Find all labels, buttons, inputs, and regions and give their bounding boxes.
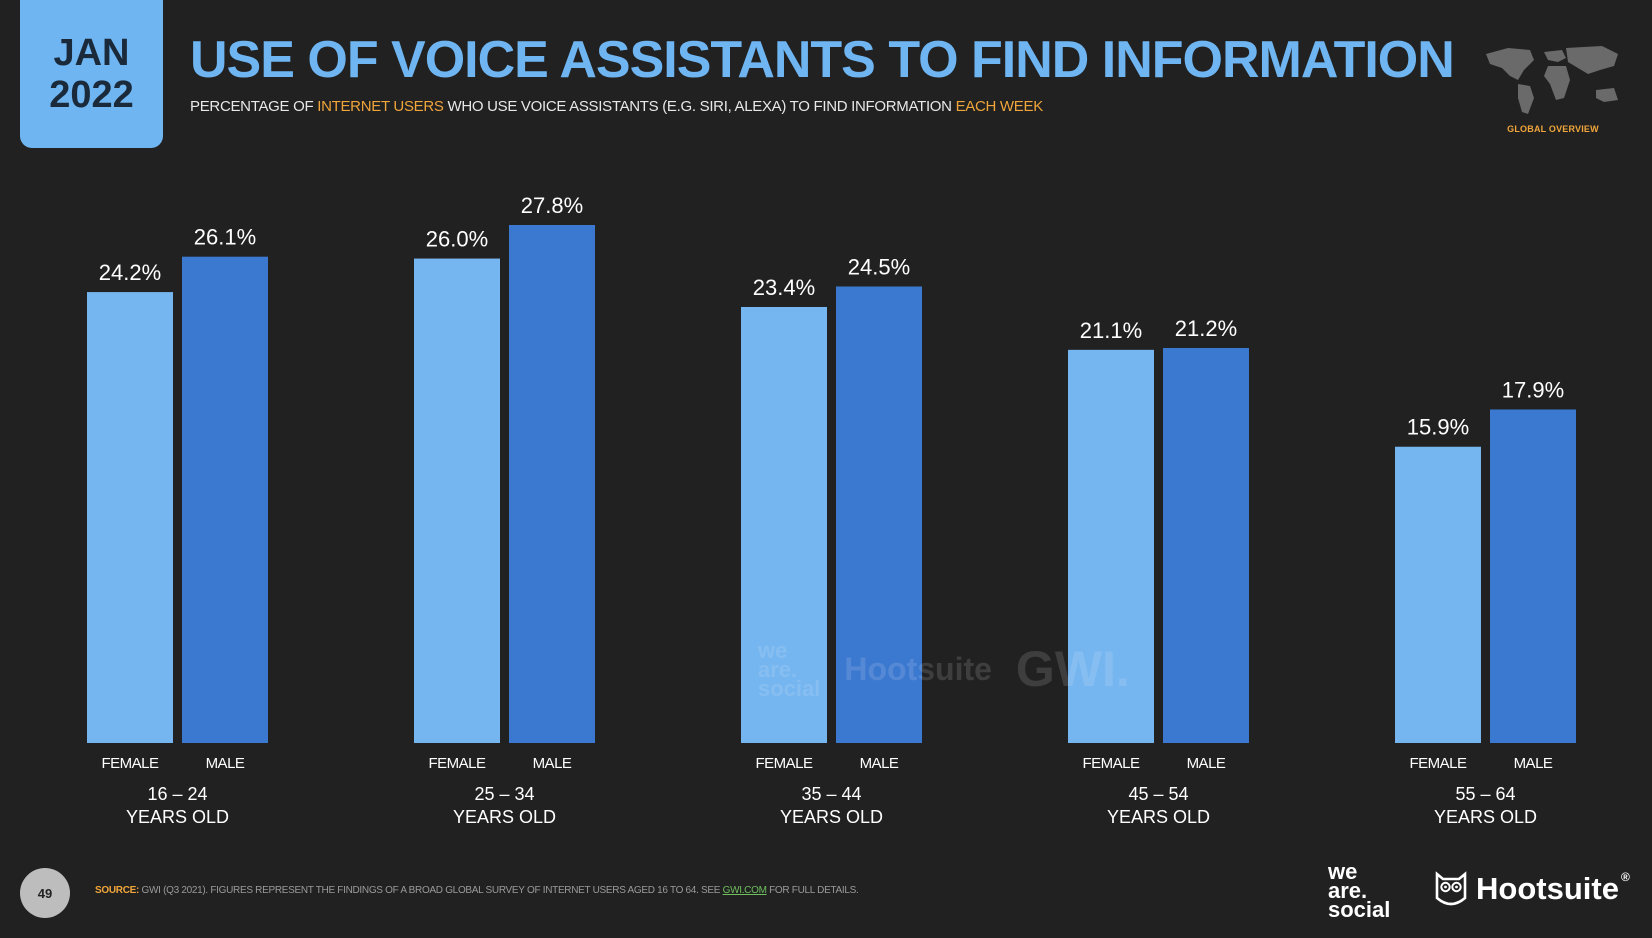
gender-label-male-3: MALE	[860, 755, 899, 772]
gender-label-female-2: FEMALE	[428, 755, 486, 772]
subtitle-part2: WHO USE VOICE ASSISTANTS (E.G. SIRI, ALE…	[443, 98, 956, 115]
bar-male-1	[182, 256, 268, 743]
age-group-suffix-4: YEARS OLD	[1107, 807, 1210, 827]
date-badge: JAN 2022	[20, 0, 163, 148]
age-group-suffix-2: YEARS OLD	[453, 807, 556, 827]
bar-male-4	[1163, 347, 1249, 743]
subtitle-highlight-each-week: EACH WEEK	[955, 98, 1044, 115]
source-note: SOURCE: GWI (Q3 2021). FIGURES REPRESENT…	[95, 885, 859, 896]
bar-male-5	[1490, 409, 1576, 743]
bar-female-4	[1068, 349, 1154, 743]
bar-female-3	[741, 306, 827, 743]
data-label-female-5: 15.9%	[1407, 415, 1469, 440]
map-caption: GLOBAL OVERVIEW	[1507, 124, 1599, 134]
registered-mark: ®	[1620, 870, 1630, 884]
date-year: 2022	[49, 74, 134, 116]
bar-male-2	[509, 225, 595, 743]
data-label-female-4: 21.1%	[1080, 318, 1142, 343]
age-group-label-1: 16 – 24	[147, 784, 207, 804]
data-label-female-1: 24.2%	[99, 260, 161, 285]
data-label-female-2: 26.0%	[426, 227, 488, 252]
data-label-male-5: 17.9%	[1502, 377, 1564, 402]
data-label-male-2: 27.8%	[521, 193, 583, 218]
gender-label-female-3: FEMALE	[755, 755, 813, 772]
age-group-label-3: 35 – 44	[801, 784, 861, 804]
source-end: FOR FULL DETAILS.	[766, 885, 859, 896]
bar-female-2	[414, 258, 500, 743]
gender-label-female-5: FEMALE	[1409, 755, 1467, 772]
subtitle-highlight-internet-users: INTERNET USERS	[317, 98, 444, 115]
bar-male-3	[836, 286, 922, 743]
bar-female-1	[87, 292, 173, 743]
page-number: 49	[20, 868, 70, 918]
owl-icon	[1435, 871, 1467, 906]
watermark-gwi-logo: GWI.	[1015, 641, 1130, 697]
source-label: SOURCE:	[95, 885, 140, 896]
gender-label-male-1: MALE	[206, 755, 245, 772]
hootsuite-logo: Hootsuite ®	[1434, 870, 1630, 908]
age-group-suffix-5: YEARS OLD	[1434, 807, 1537, 827]
age-group-label-2: 25 – 34	[474, 784, 534, 804]
gender-label-male-2: MALE	[533, 755, 572, 772]
gender-label-female-1: FEMALE	[101, 755, 159, 772]
data-label-male-1: 26.1%	[194, 225, 256, 250]
gender-label-male-4: MALE	[1187, 755, 1226, 772]
gender-label-female-4: FEMALE	[1082, 755, 1140, 772]
hootsuite-wordmark: Hootsuite	[1476, 871, 1619, 906]
watermark-we-are-social-logo: we are. social	[758, 637, 821, 701]
age-group-suffix-1: YEARS OLD	[126, 807, 229, 827]
data-label-female-3: 23.4%	[753, 275, 815, 300]
source-text: GWI (Q3 2021). FIGURES REPRESENT THE FIN…	[139, 885, 723, 896]
world-map-icon	[1486, 46, 1618, 114]
age-group-label-4: 45 – 54	[1128, 784, 1188, 804]
age-group-suffix-3: YEARS OLD	[780, 807, 883, 827]
date-month: JAN	[53, 32, 130, 74]
source-link[interactable]: GWI.COM	[722, 885, 767, 896]
we-are-social-logo: we are. social	[1328, 859, 1391, 922]
subtitle-part1: PERCENTAGE OF	[190, 98, 318, 115]
watermark-hootsuite-logo: Hootsuite	[844, 650, 992, 687]
data-label-male-4: 21.2%	[1175, 316, 1237, 341]
gender-label-male-5: MALE	[1514, 755, 1553, 772]
bar-female-5	[1395, 446, 1481, 743]
data-label-male-3: 24.5%	[848, 254, 910, 279]
age-group-label-5: 55 – 64	[1455, 784, 1515, 804]
watermark: we are. social Hootsuite GWI.	[758, 637, 1130, 701]
page-subtitle: PERCENTAGE OF INTERNET USERS WHO USE VOI…	[190, 98, 1043, 115]
page-title: USE OF VOICE ASSISTANTS TO FIND INFORMAT…	[190, 31, 1455, 89]
